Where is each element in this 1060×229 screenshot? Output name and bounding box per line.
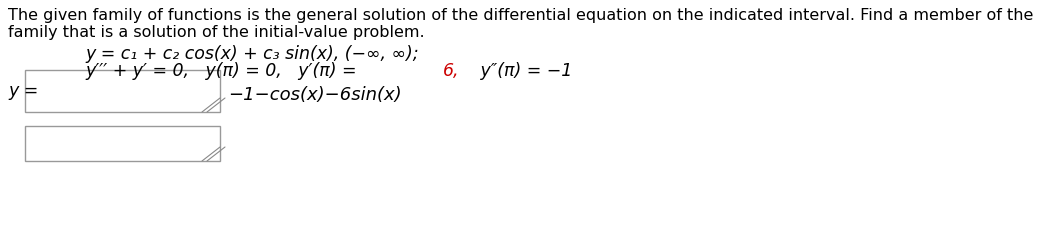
Text: family that is a solution of the initial-value problem.: family that is a solution of the initial… bbox=[8, 25, 425, 40]
Text: y = c₁ + c₂ cos(x) + c₃ sin(x), (−∞, ∞);: y = c₁ + c₂ cos(x) + c₃ sin(x), (−∞, ∞); bbox=[85, 45, 419, 63]
FancyBboxPatch shape bbox=[25, 71, 220, 112]
Text: −1−cos(x)−6sin(x): −1−cos(x)−6sin(x) bbox=[228, 86, 402, 104]
FancyBboxPatch shape bbox=[25, 126, 220, 161]
Text: y″(π) = −1: y″(π) = −1 bbox=[463, 62, 572, 80]
Text: 6,: 6, bbox=[442, 62, 459, 80]
Text: y =: y = bbox=[8, 82, 38, 100]
Text: y′′′ + y′ = 0,   y(π) = 0,   y′(π) =: y′′′ + y′ = 0, y(π) = 0, y′(π) = bbox=[85, 62, 363, 80]
Text: The given family of functions is the general solution of the differential equati: The given family of functions is the gen… bbox=[8, 8, 1034, 23]
